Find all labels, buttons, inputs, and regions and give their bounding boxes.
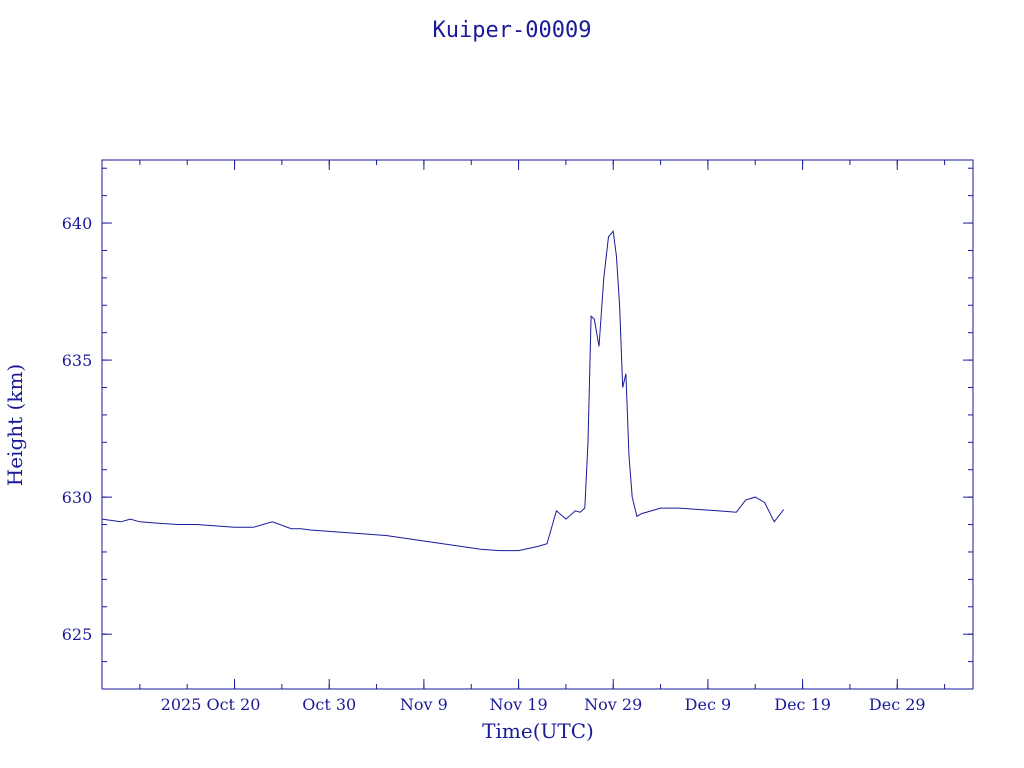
y-tick-label: 635 [62, 351, 93, 370]
series-line-height [101, 230, 785, 552]
plot-frame [101, 159, 974, 690]
x-tick-label: Dec 19 [774, 695, 831, 714]
y-tick-label: 630 [62, 488, 93, 507]
axis-ticks [102, 160, 973, 690]
y-axis-label: Height (km) [3, 364, 27, 486]
x-tick-label: 2025 Oct 20 [161, 695, 261, 714]
x-tick-label: Oct 30 [302, 695, 356, 714]
y-tick-label: 640 [62, 214, 93, 233]
x-tick-label: Nov 19 [490, 695, 548, 714]
x-tick-label: Dec 9 [685, 695, 732, 714]
axis-tick-labels: 2025 Oct 20 Oct 30 Nov 9 Nov 19 Nov 29 Dec 9 D… [62, 214, 926, 714]
chart-title: Kuiper-00009 [433, 18, 592, 43]
x-axis-label: Time(UTC) [482, 719, 594, 743]
y-tick-label: 625 [62, 625, 93, 644]
x-tick-label: Nov 9 [400, 695, 448, 714]
x-tick-label: Dec 29 [869, 695, 926, 714]
x-tick-label: Nov 29 [584, 695, 642, 714]
